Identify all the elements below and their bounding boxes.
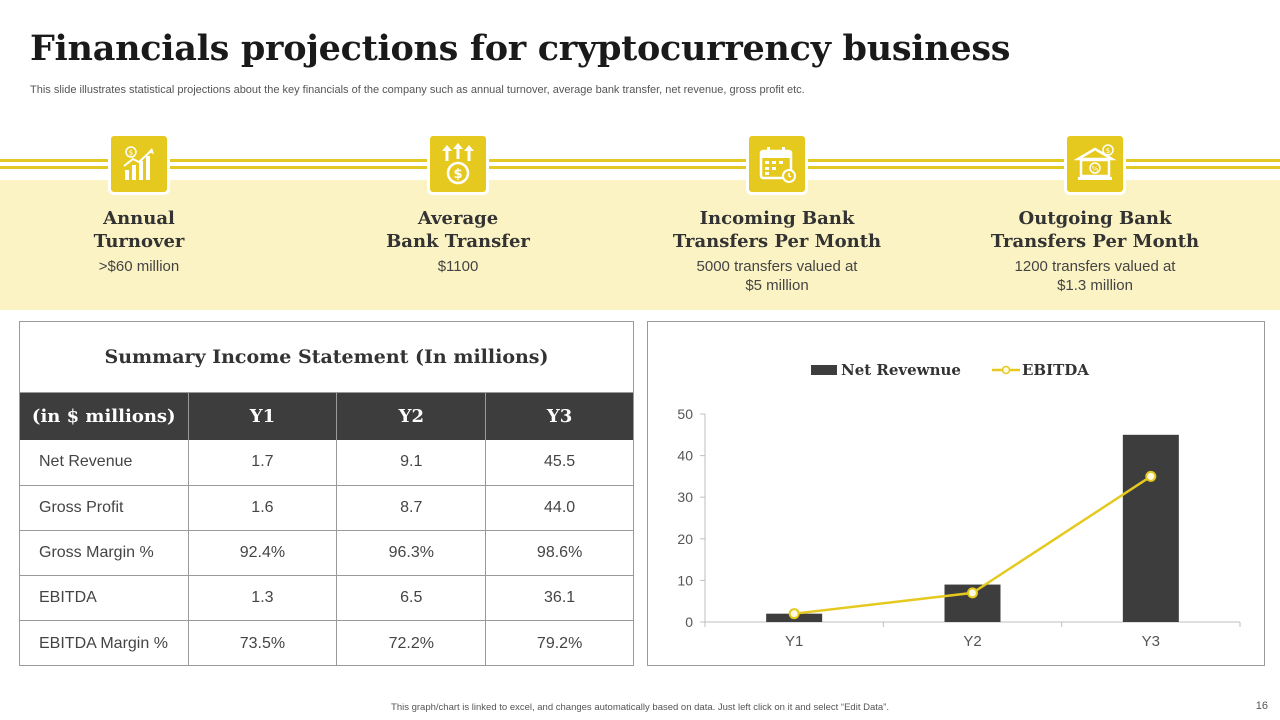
kpi-value: 5000 transfers valued at — [696, 258, 858, 275]
bank-icon: % $ — [1064, 133, 1126, 195]
kpi-outgoing-transfers: % $ Outgoing Bank Transfers Per Month 12… — [945, 133, 1245, 295]
kpi-average-bank-transfer: $ Average Bank Transfer $1100 — [308, 133, 608, 276]
kpi-incoming-transfers: Incoming Bank Transfers Per Month 5000 t… — [627, 133, 927, 295]
point-ebitda — [967, 587, 978, 599]
table-cell: 1.7 — [188, 440, 338, 486]
table-header-cell: Y1 — [188, 393, 338, 440]
table-cell: 6.5 — [336, 575, 487, 622]
table-cell: 1.3 — [188, 575, 338, 622]
kpi-title: Turnover — [93, 231, 185, 252]
kpi-title: Transfers Per Month — [990, 231, 1200, 252]
page-title: Financials projections for cryptocurrenc… — [30, 28, 1011, 69]
kpi-value: $5 million — [745, 277, 809, 294]
x-tick-label: Y2 — [963, 633, 981, 650]
page-number: 16 — [1255, 700, 1268, 712]
table-header-cell: Y2 — [336, 393, 487, 440]
income-statement-title: Summary Income Statement (In millions) — [20, 322, 633, 393]
table-cell: 98.6% — [485, 530, 633, 577]
table-cell: Net Revenue — [20, 440, 189, 486]
table-cell: 36.1 — [485, 575, 633, 622]
bar-net-revenue — [1122, 434, 1179, 622]
footer-note: This graph/chart is linked to excel, and… — [391, 702, 889, 713]
table-cell: 9.1 — [336, 440, 487, 486]
kpi-value: >$60 million — [98, 258, 180, 275]
table-cell: EBITDA — [20, 575, 189, 622]
table-cell: 44.0 — [485, 485, 633, 531]
kpi-title: Average — [417, 208, 499, 229]
kpi-value: $1.3 million — [1057, 277, 1133, 294]
income-statement-panel: Summary Income Statement (In millions) (… — [19, 321, 634, 666]
kpi-title: Incoming Bank — [699, 208, 855, 229]
kpi-title: Bank Transfer — [386, 231, 530, 252]
kpi-title: Transfers Per Month — [672, 231, 882, 252]
page-subtitle: This slide illustrates statistical proje… — [30, 84, 805, 96]
table-cell: 8.7 — [336, 485, 487, 531]
table-row: Net Revenue 1.7 9.1 45.5 — [20, 440, 633, 486]
x-tick-label: Y3 — [1142, 633, 1160, 650]
table-cell: Gross Margin % — [20, 530, 189, 577]
table-header-row: (in $ millions) Y1 Y2 Y3 — [20, 393, 633, 440]
accent-line-top — [0, 159, 1280, 162]
table-cell: 79.2% — [536, 634, 583, 652]
table-row: Gross Margin % 92.4% 96.3% 98.6% — [20, 530, 633, 577]
legend-swatch-net-revenue — [811, 365, 837, 375]
table-cell: 73.5% — [188, 620, 338, 666]
y-tick-label: 30 — [677, 489, 693, 505]
kpi-title: Annual — [103, 208, 175, 229]
chart-panel: 0 10 20 30 40 50 Y1 Y2 Y3 Net Revewnue EBITDA — [647, 321, 1265, 666]
legend-marker-ebitda — [1001, 365, 1011, 375]
kpi-value: 1200 transfers valued at — [1014, 258, 1176, 275]
legend-label-ebitda: EBITDA — [1022, 361, 1089, 379]
svg-text:$: $ — [453, 167, 462, 182]
point-ebitda — [1145, 470, 1157, 482]
y-tick-label: 0 — [685, 614, 693, 630]
table-row: EBITDA Margin % 73.5% 72.2% 79.2% — [20, 620, 633, 666]
table-cell: 72.2% — [336, 620, 487, 666]
table-row: Gross Profit 1.6 8.7 44.0 — [20, 485, 633, 531]
dollar-arrows-icon: $ — [427, 133, 489, 195]
y-tick-label: 20 — [677, 531, 693, 547]
accent-line-bottom — [0, 166, 1280, 169]
income-statement-table: (in $ millions) Y1 Y2 Y3 Net Revenue 1.7… — [20, 393, 633, 666]
point-ebitda — [788, 608, 800, 620]
kpi-value: $1100 — [437, 258, 479, 275]
svg-text:$: $ — [129, 149, 133, 157]
table-cell: EBITDA Margin % — [20, 620, 189, 666]
table-header-cell: (in $ millions) — [20, 393, 189, 440]
y-tick-label: 50 — [677, 406, 693, 422]
table-header-cell: Y3 — [485, 393, 633, 440]
kpi-band — [0, 180, 1280, 310]
combo-chart[interactable]: 0 10 20 30 40 50 Y1 Y2 Y3 Net Revewnue EBITDA — [648, 322, 1264, 665]
table-cell: 45.5 — [485, 440, 633, 486]
svg-text:$: $ — [1106, 147, 1110, 155]
table-cell: 92.4% — [188, 530, 338, 577]
y-tick-label: 40 — [677, 448, 693, 464]
table-cell: 96.3% — [336, 530, 487, 577]
legend-label-net-revenue: Net Revewnue — [841, 361, 961, 379]
kpi-title: Outgoing Bank — [1018, 208, 1172, 229]
table-row: EBITDA 1.3 6.5 36.1 — [20, 575, 633, 622]
svg-text:%: % — [1092, 165, 1099, 173]
calendar-icon — [746, 133, 808, 195]
growth-chart-icon: $ — [108, 133, 170, 195]
table-cell: 1.6 — [188, 485, 338, 531]
kpi-annual-turnover: $ Annual Turnover >$60 million — [0, 133, 289, 276]
y-tick-label: 10 — [677, 572, 693, 588]
x-tick-label: Y1 — [785, 633, 803, 650]
table-cell: Gross Profit — [20, 485, 189, 531]
